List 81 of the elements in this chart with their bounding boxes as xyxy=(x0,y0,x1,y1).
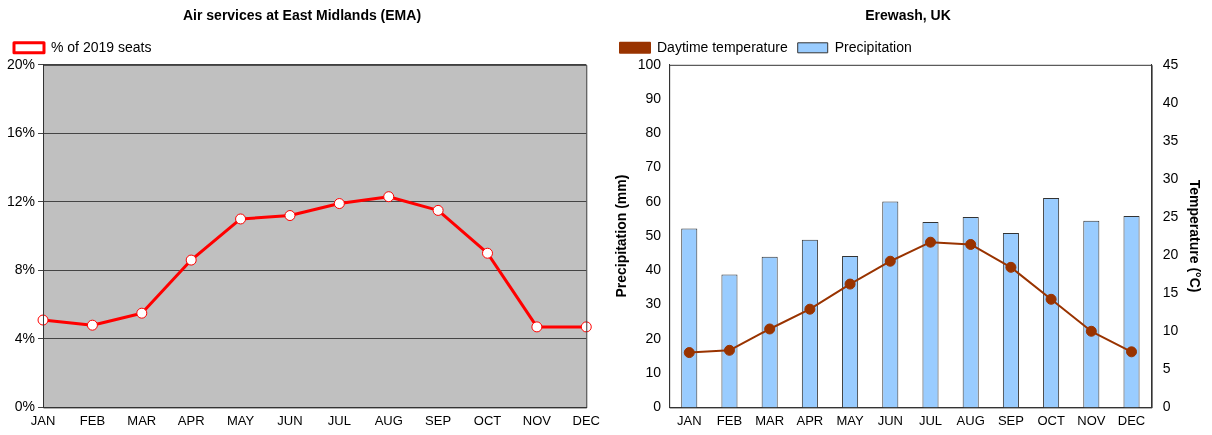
y-tick-label: 0% xyxy=(14,398,36,415)
x-tick-label: AUG xyxy=(956,412,985,428)
point xyxy=(185,254,197,266)
y2-tick-label: 30 xyxy=(1162,169,1179,186)
point xyxy=(925,236,936,248)
x-tick-label: SEP xyxy=(425,412,452,428)
point xyxy=(764,323,776,335)
y-tick-label: 10 xyxy=(645,364,662,380)
x-tick-label: APR xyxy=(796,412,824,428)
point xyxy=(136,307,148,319)
point xyxy=(844,278,856,290)
x-tick-label: OCT xyxy=(1037,412,1065,428)
x-tick-label: MAR xyxy=(127,412,157,428)
chart-title: Air services at East Midlands (EMA) xyxy=(182,7,422,24)
x-tick-label: FEB xyxy=(79,412,106,428)
point xyxy=(580,321,592,333)
y-axis-title: Precipitation (mm) xyxy=(613,174,630,298)
y-tick-label: 50 xyxy=(645,226,662,243)
x-tick-label: MAR xyxy=(755,412,785,428)
y-tick-label: 90 xyxy=(645,89,662,106)
point xyxy=(383,191,395,203)
y-tick-label: 70 xyxy=(645,158,662,175)
x-tick-label: DEC xyxy=(1117,412,1146,428)
x-tick-label: JUL xyxy=(918,412,943,428)
y2-tick-label: 15 xyxy=(1162,284,1179,301)
point xyxy=(723,344,735,356)
y-tick-label: 20 xyxy=(645,329,662,346)
y2-tick-label: 25 xyxy=(1162,207,1179,224)
point xyxy=(284,210,296,222)
x-tick-label: JAN xyxy=(30,412,56,428)
y2-axis-title: Temperature (°C) xyxy=(1186,179,1203,293)
point xyxy=(86,319,98,331)
chart-title: Erewash, UK xyxy=(865,7,951,24)
y-tick-label: 12% xyxy=(6,192,36,209)
x-tick-label: JUN xyxy=(877,412,903,428)
x-tick-label: JUL xyxy=(327,412,351,428)
x-tick-label: JUN xyxy=(277,412,303,428)
legend-label: % of 2019 seats xyxy=(51,38,152,55)
x-tick-label: JAN xyxy=(676,412,702,428)
x-tick-label: FEB xyxy=(716,412,743,428)
point xyxy=(482,247,493,259)
y-tick-label: 8% xyxy=(14,261,36,278)
y-tick-label: 20% xyxy=(6,55,36,72)
y-tick-label: 100 xyxy=(637,55,662,72)
y2-tick-label: 40 xyxy=(1162,93,1179,110)
y-tick-label: 16% xyxy=(6,124,36,141)
x-tick-label: SEP xyxy=(997,412,1024,428)
point xyxy=(333,198,345,210)
legend-label: Daytime temperature xyxy=(657,38,788,55)
point xyxy=(1045,293,1057,305)
y2-tick-label: 10 xyxy=(1162,322,1179,339)
point xyxy=(432,204,444,216)
y2-tick-label: 20 xyxy=(1162,245,1179,262)
x-tick-label: APR xyxy=(177,412,205,428)
y2-tick-label: 0 xyxy=(1162,398,1171,415)
y-tick-label: 4% xyxy=(14,329,36,346)
x-tick-label: NOV xyxy=(522,412,552,428)
y-tick-label: 0 xyxy=(653,398,662,415)
x-tick-label: MAY xyxy=(226,412,255,428)
y-tick-label: 40 xyxy=(645,261,662,278)
point xyxy=(531,321,543,333)
point xyxy=(683,347,695,359)
point xyxy=(884,255,896,267)
x-tick-label: DEC xyxy=(572,412,600,428)
x-tick-label: MAY xyxy=(836,412,865,428)
y2-tick-label: 35 xyxy=(1162,131,1179,148)
point xyxy=(235,213,247,225)
y2-tick-label: 45 xyxy=(1162,55,1179,72)
x-tick-label: NOV xyxy=(1077,412,1106,428)
point xyxy=(1085,325,1097,337)
x-tick-label: OCT xyxy=(473,412,502,428)
y2-tick-label: 5 xyxy=(1162,360,1171,377)
point xyxy=(965,238,977,250)
legend-label: Precipitation xyxy=(834,38,912,55)
point xyxy=(1126,346,1138,358)
y-tick-label: 80 xyxy=(645,124,662,141)
y-tick-label: 60 xyxy=(645,192,662,209)
point xyxy=(804,303,816,315)
y-tick-label: 30 xyxy=(645,295,662,312)
point xyxy=(1005,261,1017,273)
x-tick-label: AUG xyxy=(374,412,403,428)
